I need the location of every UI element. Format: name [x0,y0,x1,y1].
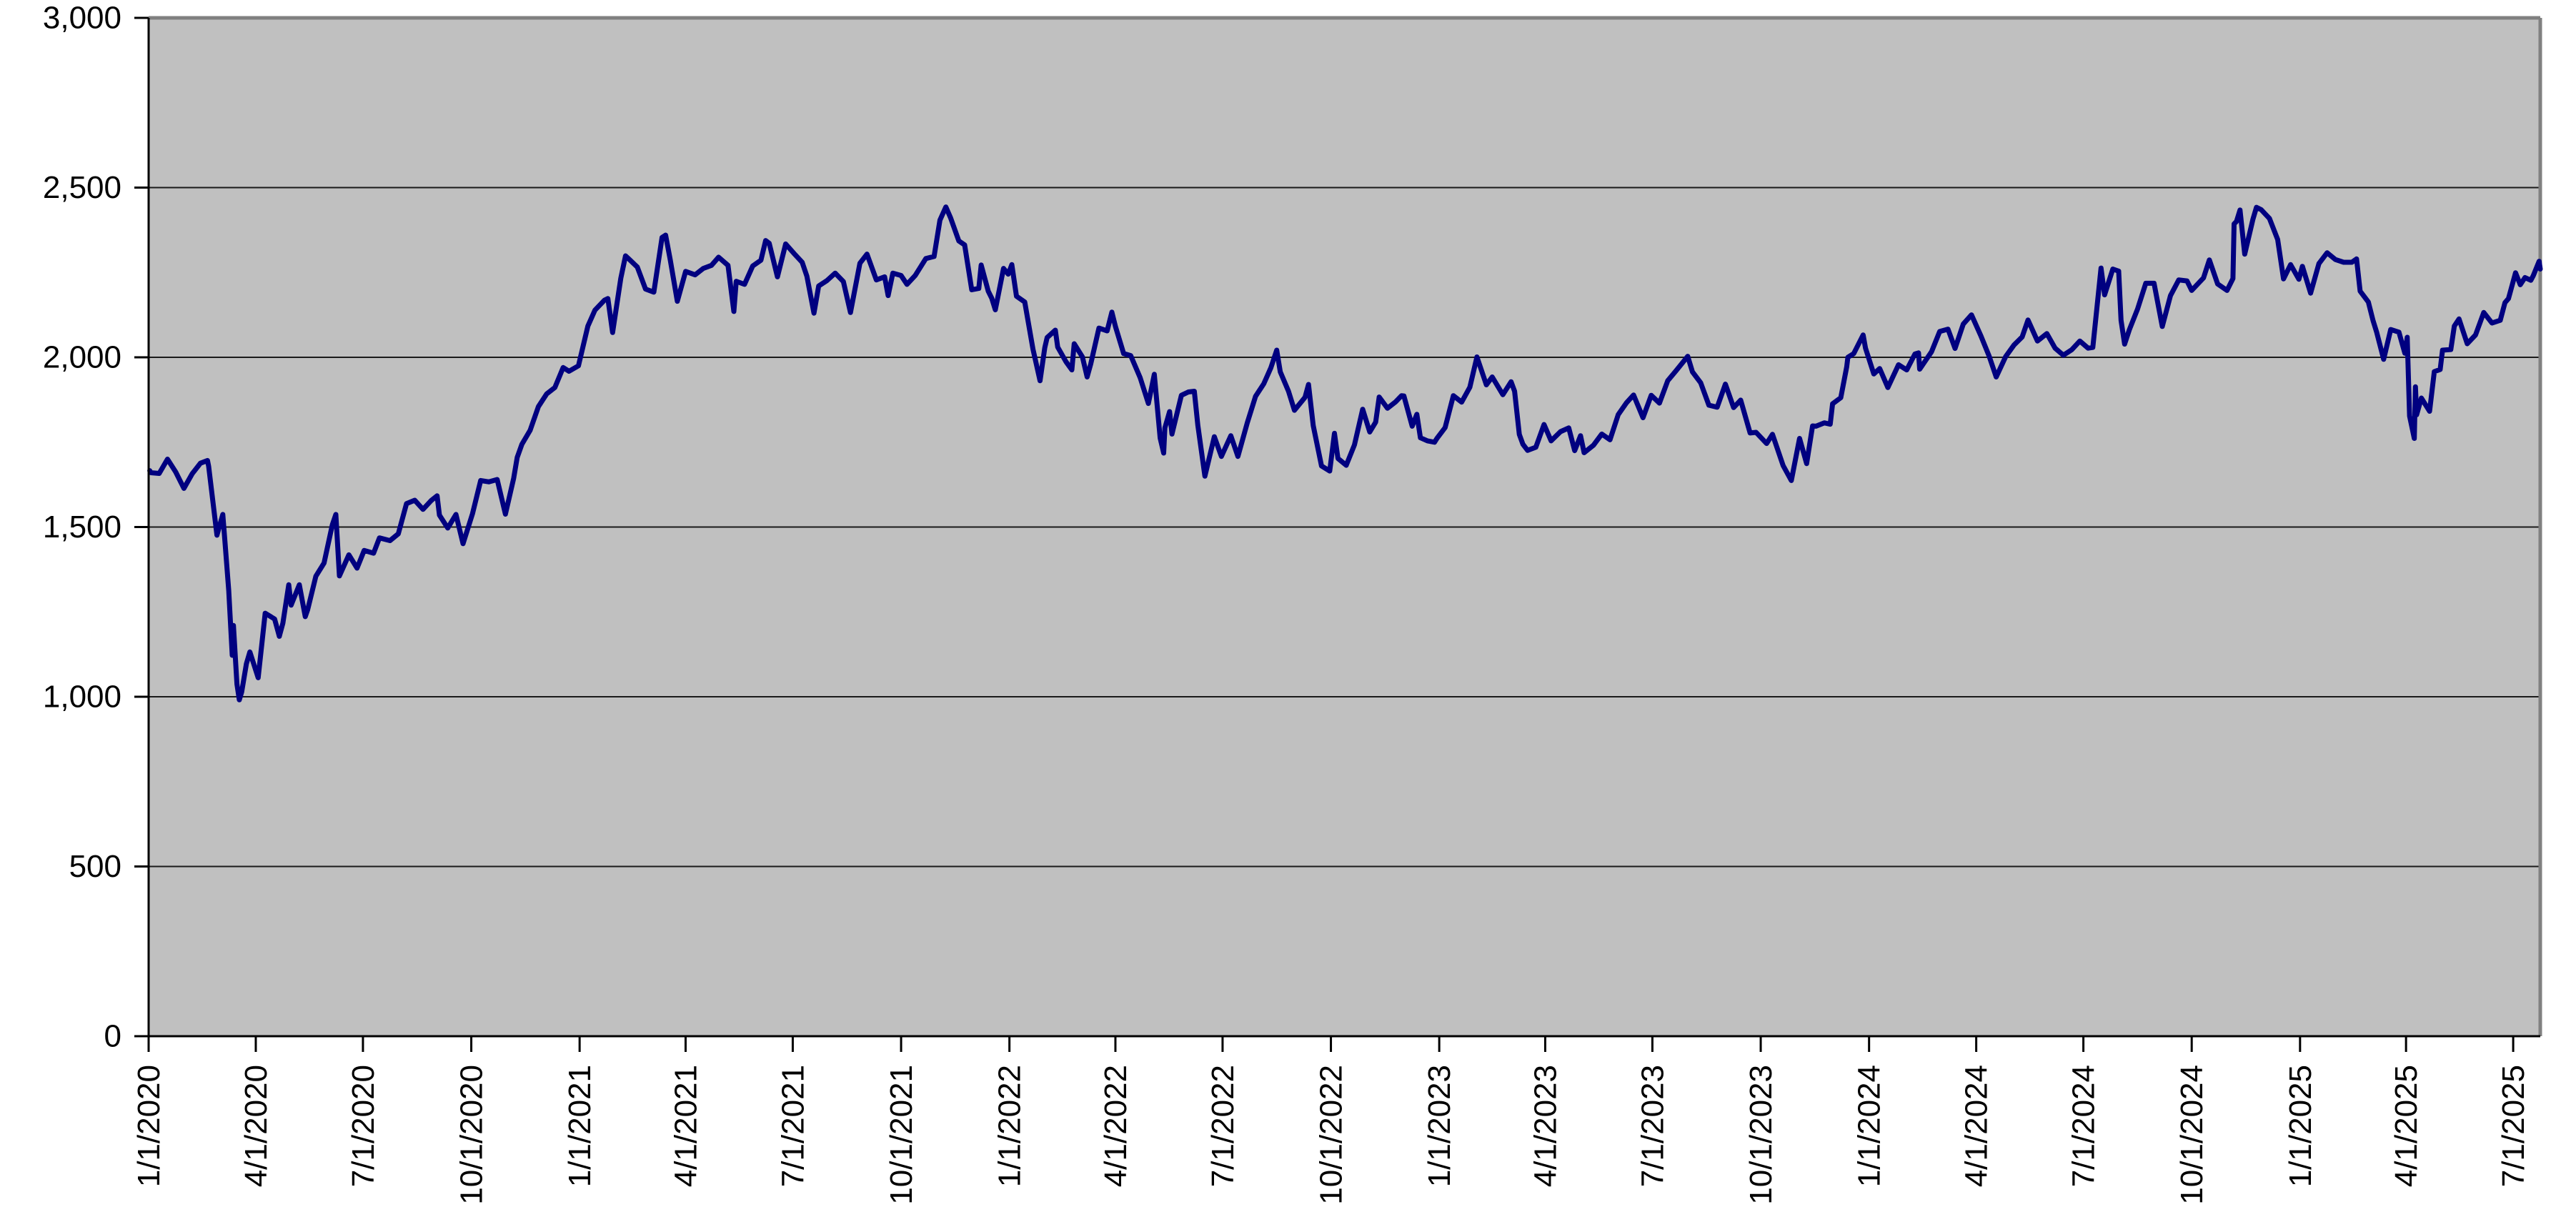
x-axis-tick-label: 7/1/2025 [2496,1065,2531,1187]
x-axis-tick-label: 4/1/2020 [239,1065,274,1187]
y-axis-tick-label: 2,500 [43,170,121,205]
x-axis-tick-label: 4/1/2025 [2389,1065,2424,1187]
x-axis-tick-label: 7/1/2020 [346,1065,381,1187]
x-axis-tick-label: 7/1/2023 [1635,1065,1670,1187]
x-axis-tick-label: 1/1/2025 [2283,1065,2318,1187]
y-axis-tick-label: 1,500 [43,510,121,545]
x-axis-tick-label: 10/1/2022 [1314,1065,1349,1205]
x-axis-tick-label: 1/1/2020 [131,1065,166,1187]
x-axis-tick-label: 7/1/2022 [1205,1065,1240,1187]
x-axis-tick-label: 4/1/2022 [1098,1065,1133,1187]
price-line-series [147,204,2543,702]
y-axis-tick-label: 2,000 [43,340,121,375]
y-axis-tick-label: 3,000 [43,1,121,36]
x-axis-tick-label: 10/1/2023 [1744,1065,1779,1205]
x-axis-tick-label: 10/1/2020 [454,1065,489,1205]
y-axis-tick-label: 500 [69,849,121,884]
x-axis-tick-label: 4/1/2024 [1959,1065,1994,1187]
x-axis-tick-label: 4/1/2021 [668,1065,703,1187]
x-axis-tick-label: 1/1/2024 [1852,1065,1887,1187]
x-axis-tick-label: 1/1/2023 [1422,1065,1457,1187]
x-axis-tick-label: 4/1/2023 [1528,1065,1563,1187]
x-axis-tick-label: 10/1/2021 [884,1065,919,1205]
x-axis-tick-label: 1/1/2022 [993,1065,1028,1187]
y-axis-tick-label: 0 [104,1019,121,1054]
x-axis-tick-label: 1/1/2021 [562,1065,597,1187]
y-axis-tick-label: 1,000 [43,680,121,715]
x-axis-tick-label: 10/1/2024 [2174,1065,2209,1205]
x-axis-tick-label: 7/1/2024 [2067,1065,2102,1187]
x-axis-tick-label: 7/1/2021 [775,1065,810,1187]
